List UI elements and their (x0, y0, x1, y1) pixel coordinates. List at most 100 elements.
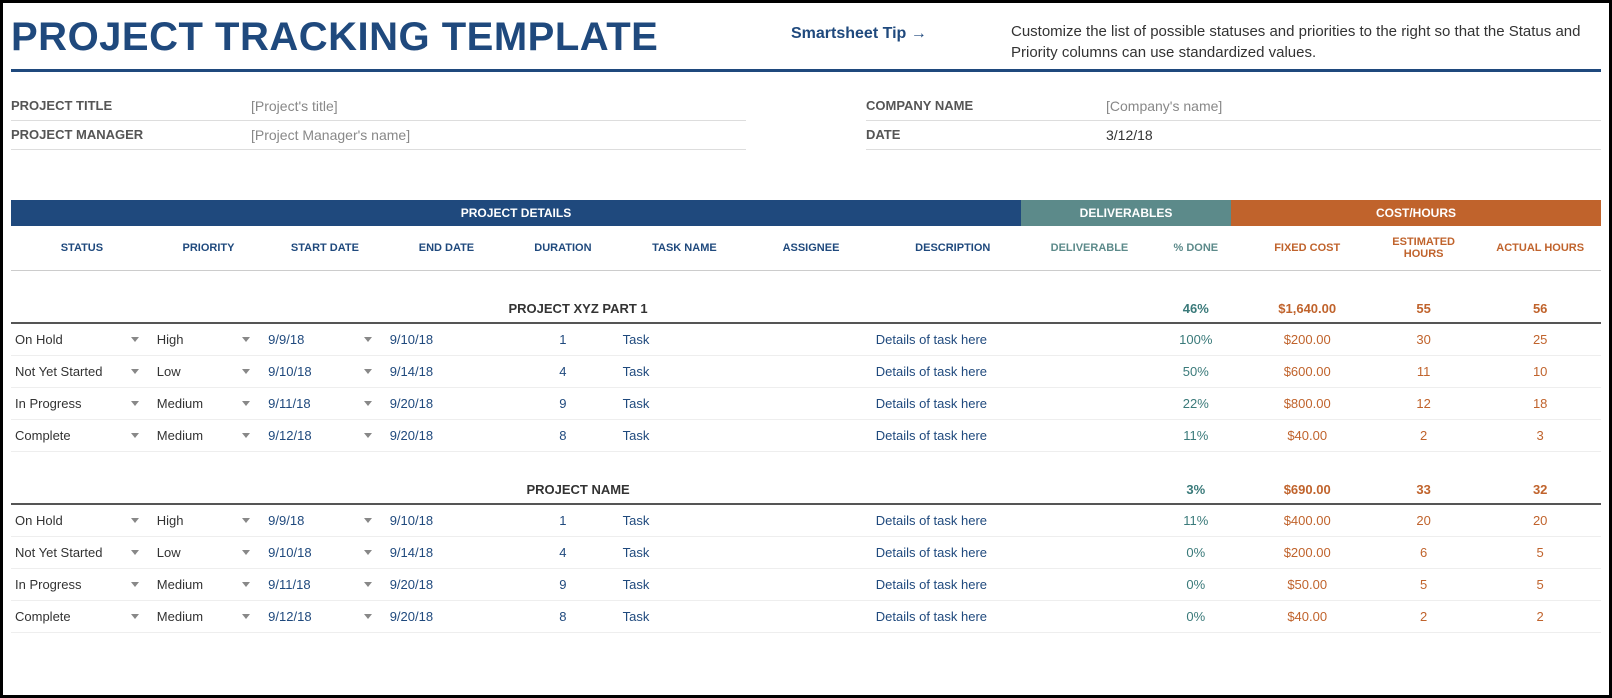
est-hours-cell[interactable]: 2 (1368, 420, 1479, 452)
fixed-cost-cell[interactable]: $50.00 (1246, 569, 1368, 601)
est-hours-cell[interactable]: 20 (1368, 504, 1479, 537)
status-cell[interactable]: On Hold (11, 323, 153, 356)
dropdown-icon[interactable] (364, 401, 372, 406)
status-cell[interactable]: In Progress (11, 388, 153, 420)
start-date-cell[interactable]: 9/10/18 (264, 356, 386, 388)
meta-value[interactable]: [Company's name] (1106, 98, 1222, 114)
fixed-cost-cell[interactable]: $200.00 (1246, 537, 1368, 569)
dropdown-icon[interactable] (364, 337, 372, 342)
column-header[interactable]: ACTUAL HOURS (1479, 226, 1601, 271)
est-hours-cell[interactable]: 12 (1368, 388, 1479, 420)
column-header[interactable]: DESCRIPTION (872, 226, 1034, 271)
priority-cell[interactable]: Medium (153, 569, 264, 601)
assignee-cell[interactable] (750, 569, 872, 601)
column-header[interactable]: END DATE (386, 226, 508, 271)
dropdown-icon[interactable] (131, 518, 139, 523)
pct-done-cell[interactable]: 11% (1145, 504, 1246, 537)
column-header[interactable]: TASK NAME (619, 226, 751, 271)
dropdown-icon[interactable] (242, 582, 250, 587)
fixed-cost-cell[interactable]: $200.00 (1246, 323, 1368, 356)
dropdown-icon[interactable] (364, 550, 372, 555)
pct-done-cell[interactable]: 100% (1145, 323, 1246, 356)
end-date-cell[interactable]: 9/20/18 (386, 601, 508, 633)
deliverable-cell[interactable] (1034, 601, 1145, 633)
end-date-cell[interactable]: 9/20/18 (386, 388, 508, 420)
dropdown-icon[interactable] (131, 433, 139, 438)
actual-hours-cell[interactable]: 5 (1479, 569, 1601, 601)
est-hours-cell[interactable]: 5 (1368, 569, 1479, 601)
status-cell[interactable]: On Hold (11, 504, 153, 537)
task-name-cell[interactable]: Task (619, 537, 751, 569)
deliverable-cell[interactable] (1034, 504, 1145, 537)
task-name-cell[interactable]: Task (619, 601, 751, 633)
description-cell[interactable]: Details of task here (872, 504, 1034, 537)
column-header[interactable]: % DONE (1145, 226, 1246, 271)
dropdown-icon[interactable] (364, 614, 372, 619)
deliverable-cell[interactable] (1034, 323, 1145, 356)
meta-value[interactable]: [Project's title] (251, 98, 338, 114)
priority-cell[interactable]: Medium (153, 601, 264, 633)
fixed-cost-cell[interactable]: $40.00 (1246, 420, 1368, 452)
actual-hours-cell[interactable]: 25 (1479, 323, 1601, 356)
column-header[interactable]: STATUS (11, 226, 153, 271)
assignee-cell[interactable] (750, 420, 872, 452)
actual-hours-cell[interactable]: 2 (1479, 601, 1601, 633)
task-name-cell[interactable]: Task (619, 569, 751, 601)
assignee-cell[interactable] (750, 356, 872, 388)
priority-cell[interactable]: Low (153, 537, 264, 569)
column-header[interactable]: FIXED COST (1246, 226, 1368, 271)
start-date-cell[interactable]: 9/9/18 (264, 323, 386, 356)
assignee-cell[interactable] (750, 504, 872, 537)
status-cell[interactable]: Not Yet Started (11, 537, 153, 569)
column-header[interactable]: DELIVERABLE (1034, 226, 1145, 271)
task-name-cell[interactable]: Task (619, 420, 751, 452)
est-hours-cell[interactable]: 11 (1368, 356, 1479, 388)
start-date-cell[interactable]: 9/10/18 (264, 537, 386, 569)
task-name-cell[interactable]: Task (619, 356, 751, 388)
task-name-cell[interactable]: Task (619, 323, 751, 356)
dropdown-icon[interactable] (131, 337, 139, 342)
actual-hours-cell[interactable]: 3 (1479, 420, 1601, 452)
task-name-cell[interactable]: Task (619, 504, 751, 537)
status-cell[interactable]: Not Yet Started (11, 356, 153, 388)
task-name-cell[interactable]: Task (619, 388, 751, 420)
deliverable-cell[interactable] (1034, 388, 1145, 420)
assignee-cell[interactable] (750, 537, 872, 569)
actual-hours-cell[interactable]: 20 (1479, 504, 1601, 537)
dropdown-icon[interactable] (242, 337, 250, 342)
pct-done-cell[interactable]: 11% (1145, 420, 1246, 452)
description-cell[interactable]: Details of task here (872, 537, 1034, 569)
start-date-cell[interactable]: 9/11/18 (264, 569, 386, 601)
end-date-cell[interactable]: 9/14/18 (386, 537, 508, 569)
end-date-cell[interactable]: 9/10/18 (386, 504, 508, 537)
description-cell[interactable]: Details of task here (872, 388, 1034, 420)
description-cell[interactable]: Details of task here (872, 323, 1034, 356)
fixed-cost-cell[interactable]: $40.00 (1246, 601, 1368, 633)
end-date-cell[interactable]: 9/14/18 (386, 356, 508, 388)
description-cell[interactable]: Details of task here (872, 601, 1034, 633)
priority-cell[interactable]: High (153, 504, 264, 537)
dropdown-icon[interactable] (242, 433, 250, 438)
assignee-cell[interactable] (750, 601, 872, 633)
description-cell[interactable]: Details of task here (872, 420, 1034, 452)
deliverable-cell[interactable] (1034, 420, 1145, 452)
est-hours-cell[interactable]: 30 (1368, 323, 1479, 356)
status-cell[interactable]: Complete (11, 420, 153, 452)
fixed-cost-cell[interactable]: $400.00 (1246, 504, 1368, 537)
dropdown-icon[interactable] (364, 518, 372, 523)
pct-done-cell[interactable]: 0% (1145, 601, 1246, 633)
dropdown-icon[interactable] (131, 614, 139, 619)
start-date-cell[interactable]: 9/12/18 (264, 420, 386, 452)
end-date-cell[interactable]: 9/20/18 (386, 569, 508, 601)
dropdown-icon[interactable] (131, 550, 139, 555)
deliverable-cell[interactable] (1034, 537, 1145, 569)
est-hours-cell[interactable]: 2 (1368, 601, 1479, 633)
status-cell[interactable]: Complete (11, 601, 153, 633)
pct-done-cell[interactable]: 22% (1145, 388, 1246, 420)
fixed-cost-cell[interactable]: $600.00 (1246, 356, 1368, 388)
priority-cell[interactable]: Medium (153, 420, 264, 452)
end-date-cell[interactable]: 9/20/18 (386, 420, 508, 452)
dropdown-icon[interactable] (131, 582, 139, 587)
column-header[interactable]: ESTIMATED HOURS (1368, 226, 1479, 271)
pct-done-cell[interactable]: 0% (1145, 569, 1246, 601)
